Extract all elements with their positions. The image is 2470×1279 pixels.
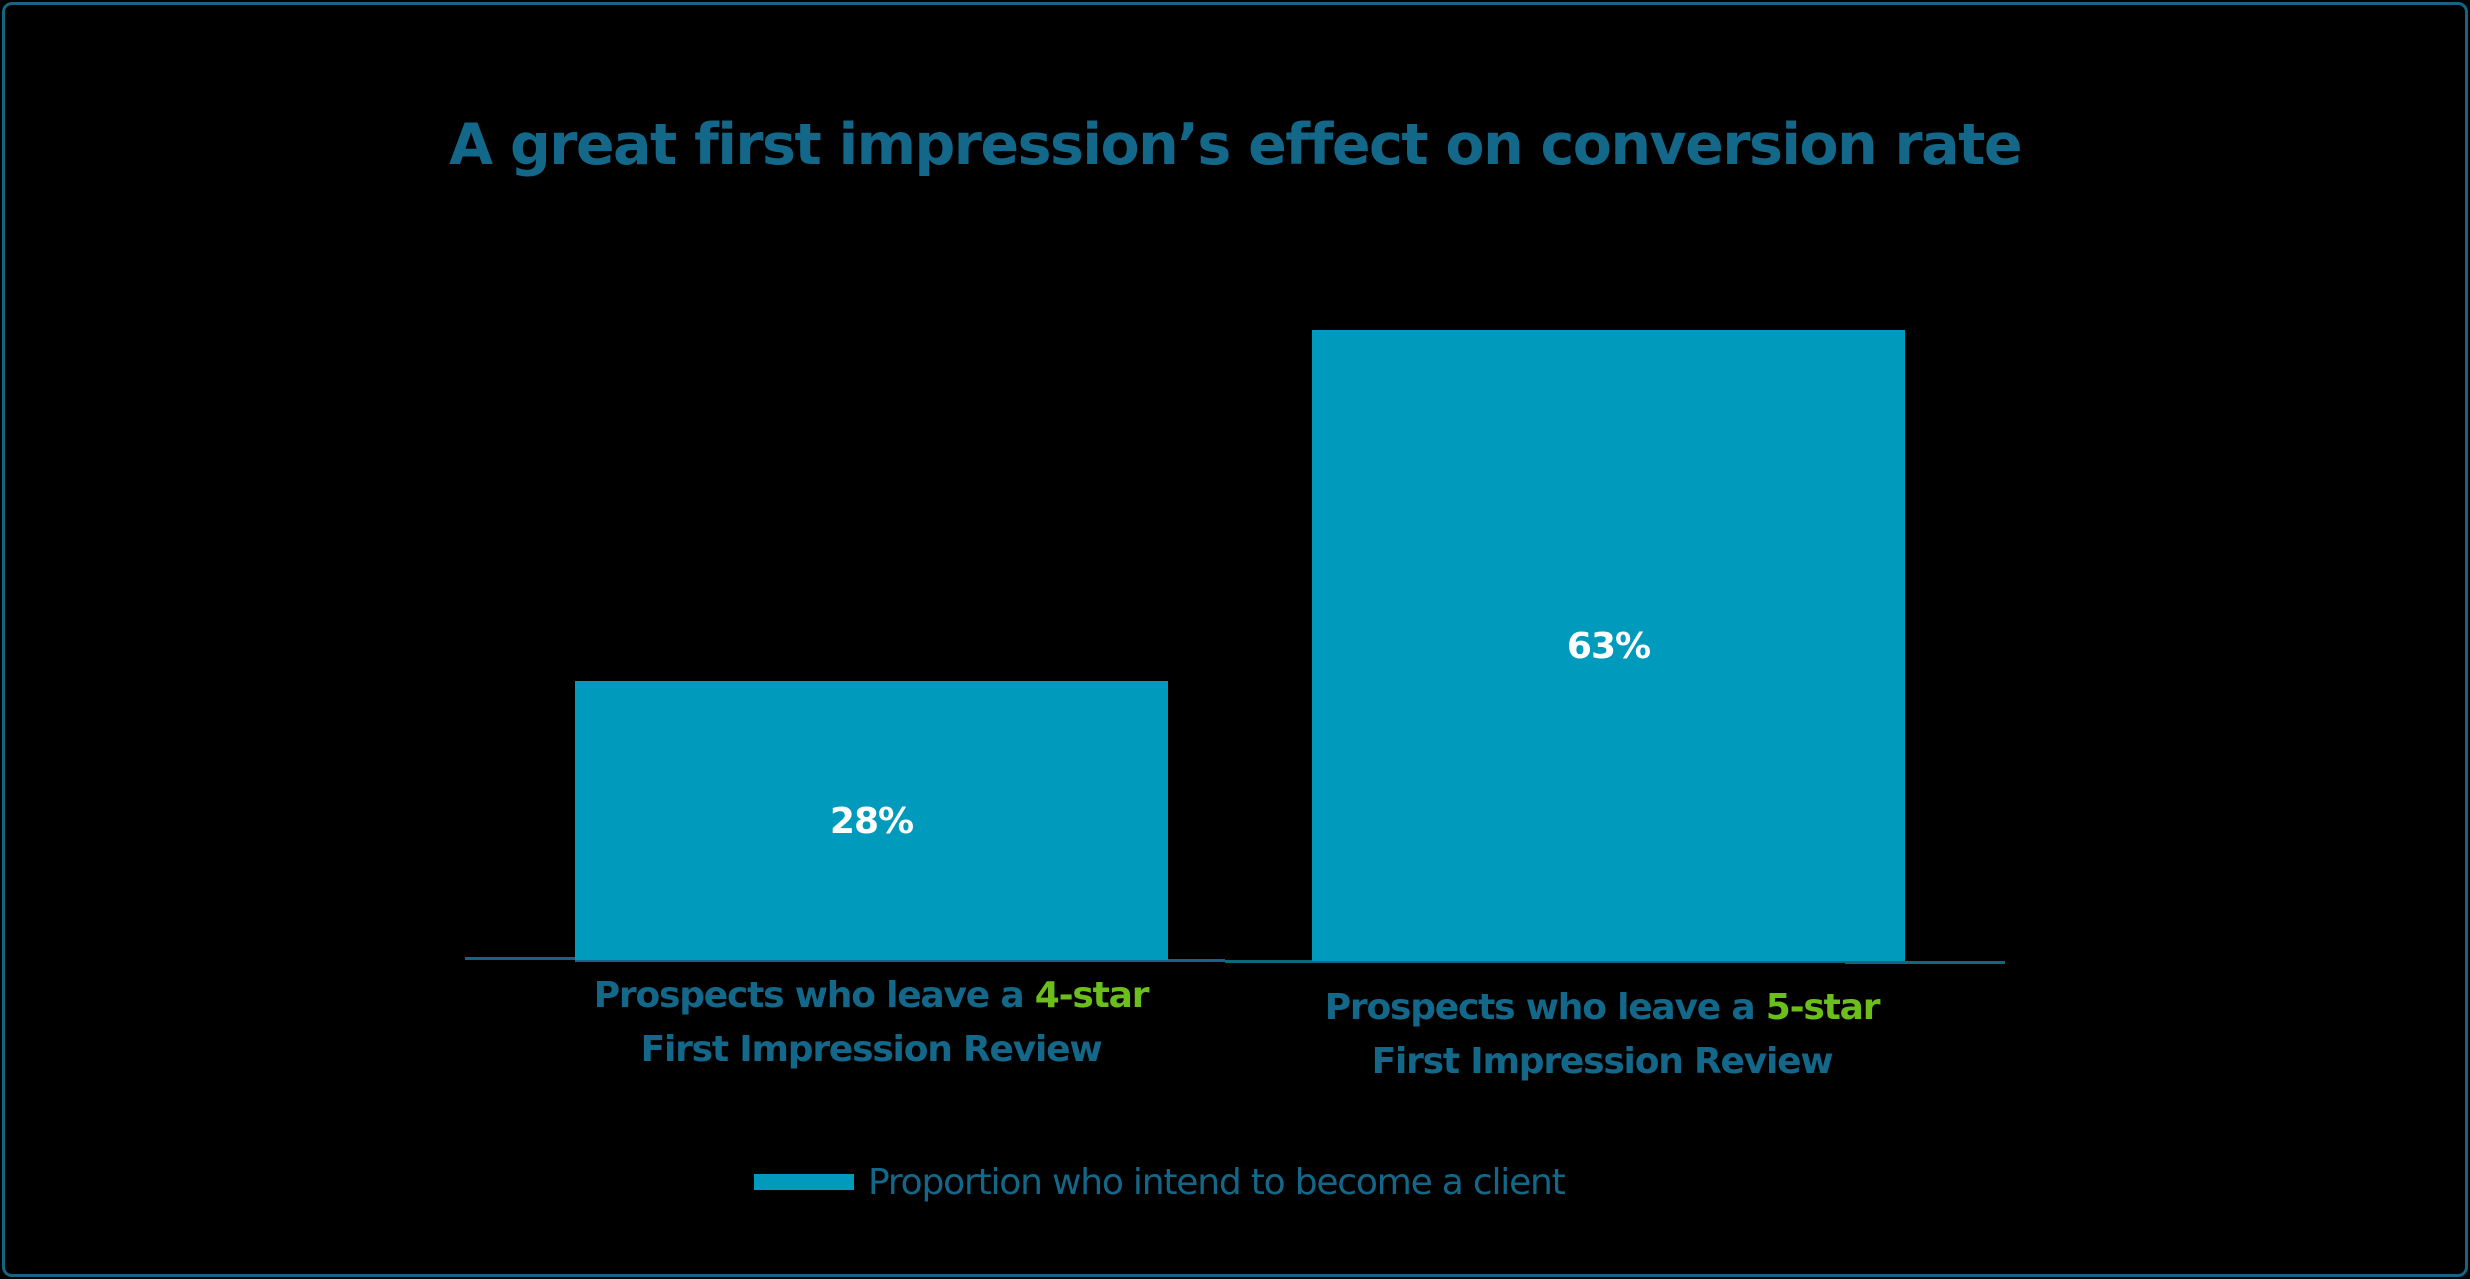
bar-value-label: 63% <box>1566 626 1651 667</box>
legend-swatch-icon <box>754 1174 854 1190</box>
category-label-text: Prospects who leave a <box>593 975 1035 1016</box>
x-axis-line <box>1225 960 1845 963</box>
bar-value-label: 28% <box>829 801 914 842</box>
category-label-5-star: Prospects who leave a 5-star First Impre… <box>1252 981 1952 1089</box>
category-label-text: Prospects who leave a <box>1324 987 1766 1028</box>
category-label-line2: First Impression Review <box>1371 1041 1834 1082</box>
legend: Proportion who intend to become a client <box>754 1160 1566 1204</box>
category-label-4-star: Prospects who leave a 4-star First Impre… <box>521 969 1221 1077</box>
x-axis-line <box>575 959 1225 962</box>
chart-title: A great first impression’s effect on con… <box>449 112 2022 178</box>
category-label-line2: First Impression Review <box>640 1029 1103 1070</box>
category-label-highlight: 5-star <box>1765 987 1881 1028</box>
x-axis-line <box>465 957 575 960</box>
legend-label: Proportion who intend to become a client <box>868 1161 1566 1203</box>
category-label-highlight: 4-star <box>1034 975 1150 1016</box>
bar-5-star: 63% <box>1312 330 1905 961</box>
bar-4-star: 28% <box>575 681 1168 960</box>
x-axis-line <box>1845 961 2005 964</box>
